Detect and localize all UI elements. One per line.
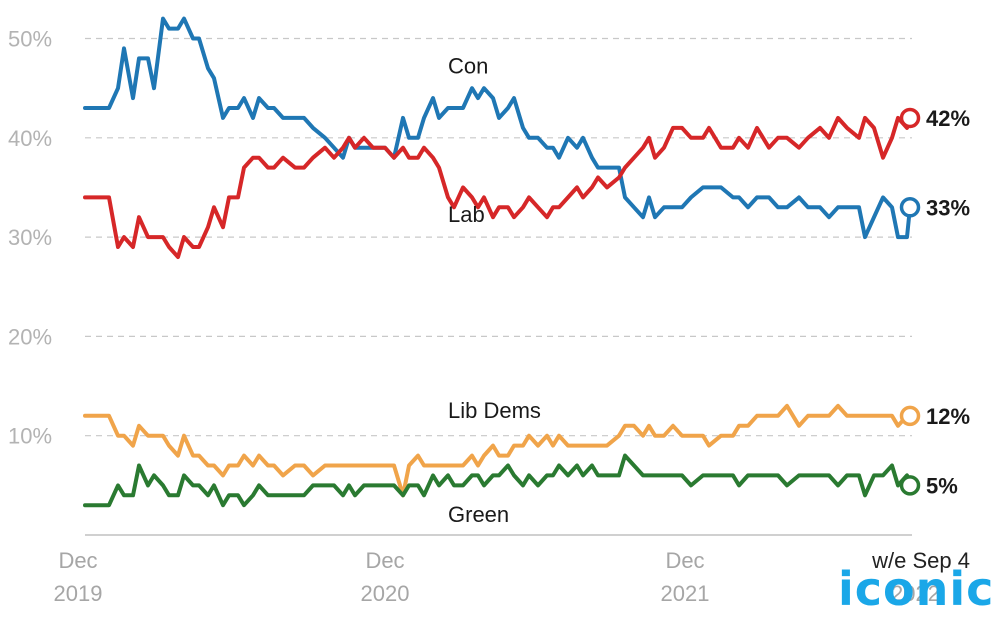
x-tick-label-line2: 2021 [661,581,710,606]
series-line-green [83,453,912,508]
x-tick-label-line1: w/e Sep 4 [871,548,970,573]
end-markers: 33% 42% 12% 5% [899,106,970,498]
end-value-lib-dems: 12% [926,404,970,429]
y-tick-label: 40% [8,126,52,151]
y-tick-label: 10% [8,424,52,449]
series-label-green: Green [448,502,509,527]
y-tick-label: 20% [8,324,52,349]
y-tick-label: 30% [8,225,52,250]
end-value-green: 5% [926,473,958,498]
y-tick-label: 50% [8,27,52,52]
x-tick-label-line1: Dec [58,548,97,573]
x-tick-label-line2: 2020 [361,581,410,606]
x-axis-ticks: Dec 2019 Dec 2020 Dec 2021 w/e Sep 4 2022 [54,548,970,606]
x-tick-label-line1: Dec [665,548,704,573]
end-marker-green [899,475,921,496]
series-label-lib-dems: Lib Dems [448,398,541,423]
end-value-con: 33% [926,195,970,220]
series-label-con: Con [448,53,488,78]
iconic-watermark-logo: iconic [838,562,995,616]
series-labels: Con Lab Lib Dems Green [448,53,541,527]
series-line-lib-dems [83,403,912,498]
gridlines [85,37,912,437]
series-line-lab [83,115,912,259]
x-tick-label-line1: Dec [365,548,404,573]
x-tick-label-line2: 2022 [891,581,940,606]
end-value-lab: 42% [926,106,970,131]
series-lines [83,16,912,508]
end-marker-lab [899,107,921,129]
y-axis-ticks: 10% 20% 30% 40% 50% [8,27,52,449]
series-line-con [83,16,912,240]
series-label-lab: Lab [448,202,485,227]
end-marker-con [899,197,921,218]
x-tick-label-line2: 2019 [54,581,103,606]
end-marker-lib-dems [899,405,921,427]
